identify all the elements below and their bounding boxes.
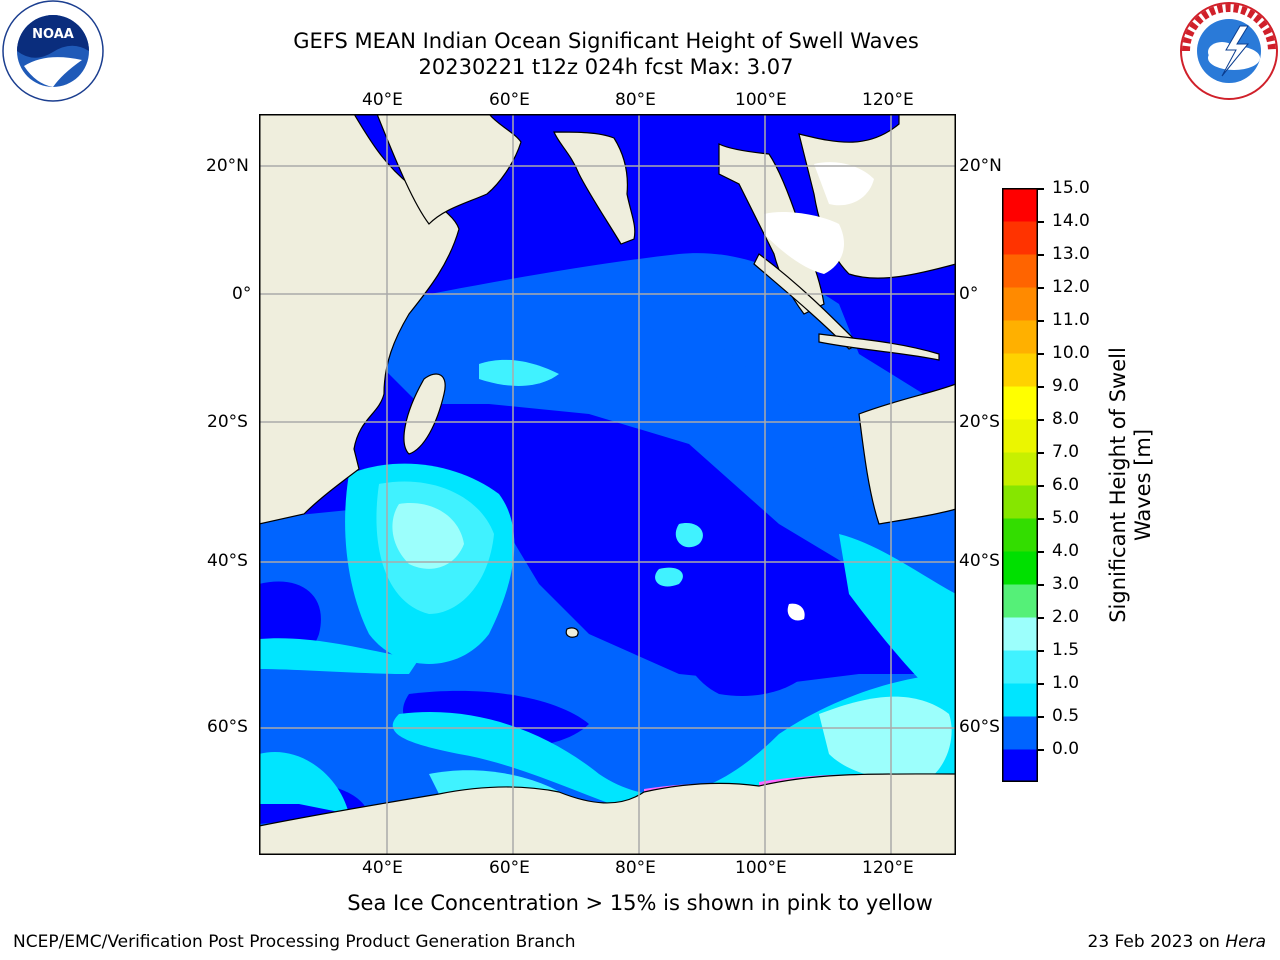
- chart-subtitle: 20230221 t12z 024h fcst Max: 3.07: [418, 55, 794, 79]
- noaa-logo: NOAA: [2, 0, 104, 102]
- colorbar-tick-label: 0.5: [1052, 706, 1080, 726]
- lat-tick-left-40s: 40°S: [207, 551, 248, 571]
- colorbar-tick-mark: [1038, 419, 1044, 421]
- svg-text:NOAA: NOAA: [32, 27, 74, 42]
- colorbar-tick-label: 2.0: [1052, 607, 1080, 627]
- lat-tick-right-60s: 60°S: [959, 717, 1000, 737]
- colorbar-label-line1: Significant Height of Swell: [1106, 347, 1130, 623]
- colorbar-segment: [1002, 749, 1038, 783]
- colorbar-tick-mark: [1038, 584, 1044, 586]
- colorbar-tick-label: 4.0: [1052, 541, 1080, 561]
- colorbar-tick-label: 15.0: [1052, 178, 1090, 198]
- colorbar-tick-mark: [1038, 716, 1044, 718]
- lat-tick-right-20s: 20°S: [959, 412, 1000, 432]
- colorbar-segment: [1002, 254, 1038, 288]
- colorbar-tick-label: 5.0: [1052, 508, 1080, 528]
- colorbar-tick-mark: [1038, 551, 1044, 553]
- colorbar-tick-mark: [1038, 353, 1044, 355]
- colorbar-tick-label: 6.0: [1052, 475, 1080, 495]
- lat-tick-left-20s: 20°S: [207, 412, 248, 432]
- colorbar-tick-label: 13.0: [1052, 244, 1090, 264]
- lat-tick-right-0: 0°: [959, 284, 979, 304]
- colorbar-segment: [1002, 452, 1038, 486]
- colorbar-segment: [1002, 419, 1038, 453]
- colorbar-tick-mark: [1038, 683, 1044, 685]
- colorbar-segment: [1002, 485, 1038, 519]
- lon-tick-bottom-100e: 100°E: [735, 858, 787, 878]
- colorbar-tick-label: 1.5: [1052, 640, 1080, 660]
- colorbar-segment: [1002, 386, 1038, 420]
- colorbar-tick-mark: [1038, 749, 1044, 751]
- lon-tick-bottom-80e: 80°E: [615, 858, 656, 878]
- colorbar-tick-mark: [1038, 221, 1044, 223]
- colorbar-tick-labels: 15.0 14.0 13.0 12.0 11.0 10.0 9.0 8.0 7.0 6.0 5.0 4…: [1038, 178, 1118, 792]
- colorbar-segment: [1002, 518, 1038, 552]
- footer-producer: NCEP/EMC/Verification Post Processing Pr…: [13, 932, 576, 952]
- lat-tick-left-0: 0°: [232, 284, 252, 304]
- lon-tick-bottom-60e: 60°E: [489, 858, 530, 878]
- footer-date-text: 23 Feb 2023 on: [1087, 932, 1226, 952]
- colorbar-segment: [1002, 716, 1038, 750]
- colorbar-tick-label: 3.0: [1052, 574, 1080, 594]
- colorbar-tick-mark: [1038, 320, 1044, 322]
- lat-tick-left-20n: 20°N: [206, 156, 249, 176]
- swell-height-map: [258, 113, 957, 856]
- colorbar-tick-label: 12.0: [1052, 277, 1090, 297]
- colorbar-tick-mark: [1038, 617, 1044, 619]
- lon-tick-top-60e: 60°E: [489, 90, 530, 110]
- colorbar-tick-mark: [1038, 650, 1044, 652]
- lat-tick-left-60s: 60°S: [207, 717, 248, 737]
- colorbar-segment: [1002, 287, 1038, 321]
- colorbar-tick-label: 10.0: [1052, 343, 1090, 363]
- colorbar-segment: [1002, 188, 1038, 222]
- colorbar-tick-mark: [1038, 518, 1044, 520]
- lat-tick-right-20n: 20°N: [959, 156, 1002, 176]
- colorbar-segment: [1002, 683, 1038, 717]
- colorbar-tick-mark: [1038, 452, 1044, 454]
- colorbar-tick-label: 1.0: [1052, 673, 1080, 693]
- colorbar-segment: [1002, 584, 1038, 618]
- colorbar-segment: [1002, 650, 1038, 684]
- colorbar-tick-label: 11.0: [1052, 310, 1090, 330]
- nws-logo: [1178, 0, 1280, 102]
- chart-title: GEFS MEAN Indian Ocean Significant Heigh…: [293, 29, 919, 53]
- colorbar-tick-label: 0.0: [1052, 739, 1080, 759]
- colorbar-tick-mark: [1038, 386, 1044, 388]
- lat-tick-right-40s: 40°S: [959, 551, 1000, 571]
- colorbar-tick-label: 14.0: [1052, 211, 1090, 231]
- colorbar-tick-mark: [1038, 254, 1044, 256]
- colorbar-tick-mark: [1038, 188, 1044, 190]
- colorbar-label-line2: Waves [m]: [1131, 428, 1155, 542]
- colorbar-tick-mark: [1038, 287, 1044, 289]
- colorbar-tick-label: 9.0: [1052, 376, 1080, 396]
- footer-date: 23 Feb 2023 on Hera: [1088, 932, 1266, 952]
- lon-tick-bottom-40e: 40°E: [362, 858, 403, 878]
- colorbar: [1002, 188, 1038, 783]
- footer-host: Hera: [1225, 932, 1266, 952]
- colorbar-tick-mark: [1038, 485, 1044, 487]
- colorbar-tick-label: 7.0: [1052, 442, 1080, 462]
- lon-tick-top-120e: 120°E: [862, 90, 914, 110]
- colorbar-segment: [1002, 320, 1038, 354]
- colorbar-segment: [1002, 551, 1038, 585]
- colorbar-label: Significant Height of Swell Waves [m]: [1102, 188, 1160, 782]
- colorbar-segment: [1002, 617, 1038, 651]
- colorbar-tick-label: 8.0: [1052, 409, 1080, 429]
- colorbar-segment: [1002, 221, 1038, 255]
- colorbar-segment: [1002, 353, 1038, 387]
- lon-tick-bottom-120e: 120°E: [862, 858, 914, 878]
- lon-tick-top-100e: 100°E: [735, 90, 787, 110]
- sea-ice-caption: Sea Ice Concentration > 15% is shown in …: [347, 891, 933, 915]
- colorbar-frame: [1002, 188, 1038, 782]
- lon-tick-top-80e: 80°E: [615, 90, 656, 110]
- lon-tick-top-40e: 40°E: [362, 90, 403, 110]
